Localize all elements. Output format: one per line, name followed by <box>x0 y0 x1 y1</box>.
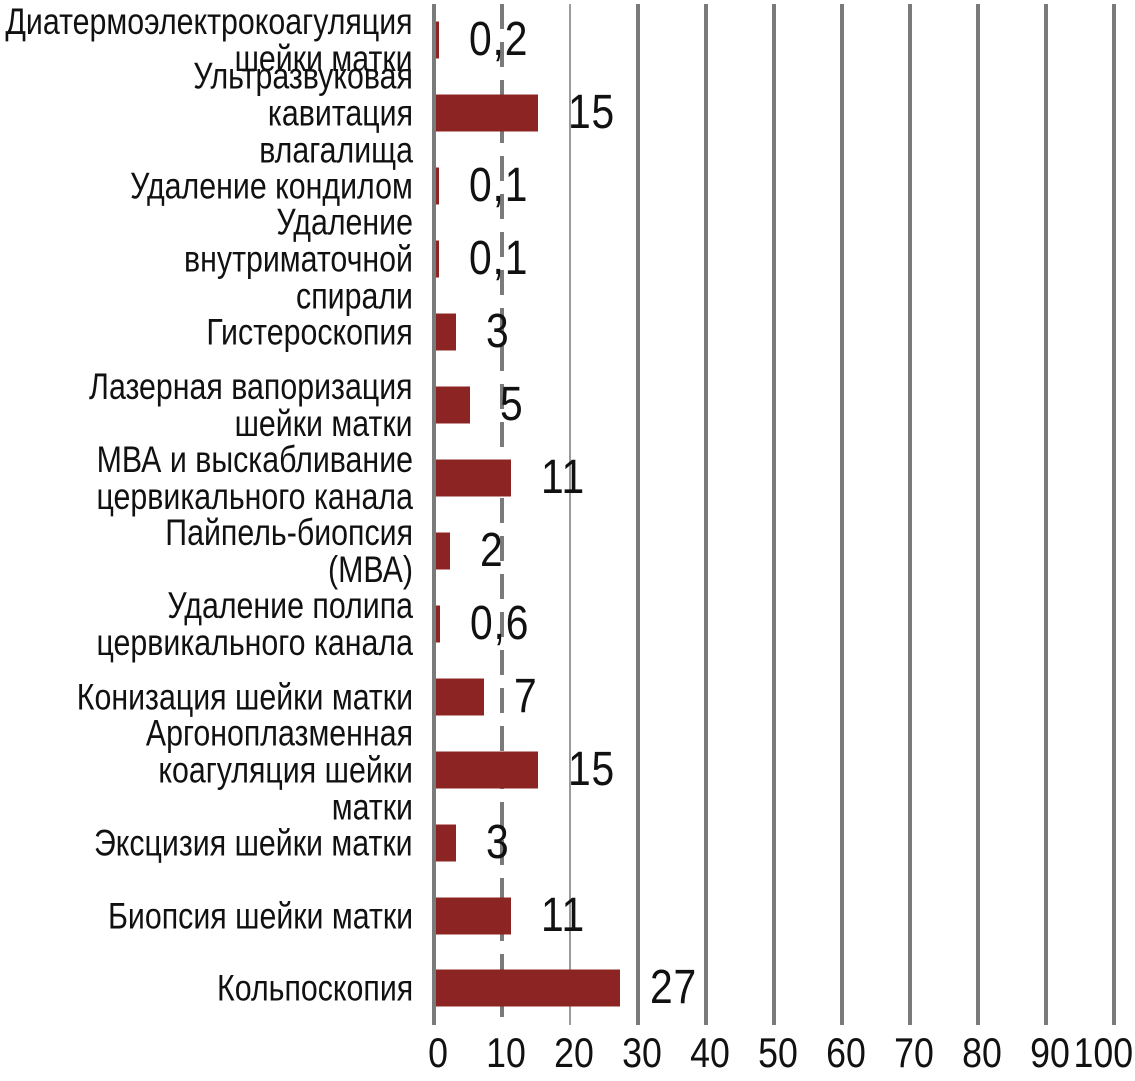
value-label: 0,6 <box>470 596 530 650</box>
gridline-30 <box>636 4 640 1025</box>
x-tick-label-80: 80 <box>962 1029 1002 1076</box>
value-label: 11 <box>540 450 585 504</box>
category-label: Диатермоэлектрокоагуляция шейки матки <box>5 1 413 80</box>
x-tick-label-100: 100 <box>1073 1029 1133 1076</box>
gridline-20 <box>569 4 571 1025</box>
gridline-60 <box>840 4 844 1025</box>
category-label: Удаление внутриматочной спирали <box>184 201 413 317</box>
value-label: 2 <box>479 523 504 577</box>
gridline-100 <box>1112 4 1116 1025</box>
value-label: 0,2 <box>469 13 529 67</box>
chart-row: Биопсия шейки матки 11 <box>0 879 1135 952</box>
x-tick-label-40: 40 <box>690 1029 730 1076</box>
chart-row: Удаление кондилом 0,1 <box>0 150 1135 223</box>
bar <box>436 897 511 935</box>
gridline-90 <box>1044 4 1048 1025</box>
bar <box>436 969 620 1007</box>
category-label: Эксцизия шейки матки <box>94 822 413 864</box>
bar <box>436 386 470 424</box>
value-label: 3 <box>486 815 510 869</box>
x-tick-label-20: 20 <box>554 1029 594 1076</box>
bar <box>436 751 538 789</box>
gridline-70 <box>908 4 912 1025</box>
chart-row: Удаление полипа цервикального канала 0,6 <box>0 584 1135 663</box>
value-label: 0,1 <box>469 232 529 286</box>
category-label: МВА и выскабливание цервикального канала <box>96 438 413 517</box>
chart-row: Гистероскопия 3 <box>0 296 1135 369</box>
category-label: Удаление кондилом <box>130 165 413 207</box>
bar <box>436 824 457 862</box>
bar <box>436 313 457 351</box>
gridline-10 <box>500 4 504 1025</box>
gridline-80 <box>976 4 980 1025</box>
category-label: Ультразвуковая кавитация влагалища <box>193 55 413 171</box>
x-tick-label-90: 90 <box>1030 1029 1070 1076</box>
chart-row: Пайпель-биопсия (МВА) 2 <box>0 511 1135 590</box>
chart-row: Эксцизия шейки матки 3 <box>0 806 1135 879</box>
value-label: 15 <box>568 742 616 796</box>
category-label: Удаление полипа цервикального канала <box>96 584 413 663</box>
bar <box>436 605 441 643</box>
chart-row: Аргоноплазменная коагуляция шейки матки 1… <box>0 714 1135 825</box>
x-tick-label-50: 50 <box>758 1029 798 1076</box>
bar <box>436 678 484 716</box>
value-label: 5 <box>500 378 524 432</box>
bar <box>436 21 439 59</box>
bar-rows-layer: Диатермоэлектрокоагуляция шейки матки 0,2… <box>0 1 1135 1025</box>
chart-row: Диатермоэлектрокоагуляция шейки матки 0,2 <box>0 1 1135 80</box>
gridline-0 <box>432 4 436 1025</box>
chart-row: Удаление внутриматочной спирали 0,1 <box>0 204 1135 315</box>
value-label: 7 <box>513 669 538 723</box>
chart-row: Лазерная вапоризация шейки матки 5 <box>0 366 1135 445</box>
x-tick-label-10: 10 <box>486 1029 526 1076</box>
category-label: Биопсия шейки матки <box>107 895 413 937</box>
x-tick-label-60: 60 <box>826 1029 866 1076</box>
bar <box>436 240 439 278</box>
chart-row: Ультразвуковая кавитация влагалища 15 <box>0 58 1135 169</box>
bar <box>436 532 450 570</box>
value-label: 11 <box>540 888 585 942</box>
bar <box>436 459 511 497</box>
bar <box>436 94 538 132</box>
category-label: Лазерная вапоризация шейки матки <box>89 366 413 445</box>
category-label: Аргоноплазменная коагуляция шейки матки <box>145 712 413 828</box>
chart-row: Конизация шейки матки 7 <box>0 660 1135 733</box>
chart-row: Кольпоскопия 27 <box>0 952 1135 1025</box>
x-tick-label-0: 0 <box>428 1029 448 1076</box>
value-label: 3 <box>486 305 510 359</box>
bar <box>436 167 439 205</box>
value-label: 15 <box>568 86 616 140</box>
x-tick-label-70: 70 <box>894 1029 934 1076</box>
x-tick-label-30: 30 <box>622 1029 662 1076</box>
category-label: Конизация шейки матки <box>76 676 413 718</box>
gridline-50 <box>772 4 776 1025</box>
category-label: Пайпель-биопсия (МВА) <box>165 511 413 590</box>
category-label: Кольпоскопия <box>216 967 413 1009</box>
gridline-40 <box>704 4 708 1025</box>
value-label: 0,1 <box>469 159 529 213</box>
x-axis-tick-labels: 0 10 20 30 40 50 60 70 80 90 100 <box>0 1030 1135 1081</box>
chart-row: МВА и выскабливание цервикального канала… <box>0 438 1135 517</box>
value-label: 27 <box>649 961 697 1015</box>
gridlines-layer <box>0 4 1135 1025</box>
category-label: Гистероскопия <box>206 311 413 353</box>
